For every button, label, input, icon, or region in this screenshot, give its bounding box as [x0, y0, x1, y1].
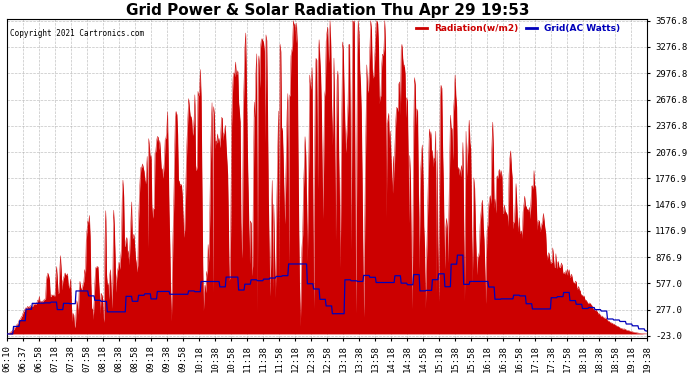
Title: Grid Power & Solar Radiation Thu Apr 29 19:53: Grid Power & Solar Radiation Thu Apr 29 …: [126, 3, 529, 18]
Legend: Radiation(w/m2), Grid(AC Watts): Radiation(w/m2), Grid(AC Watts): [413, 20, 624, 36]
Text: Copyright 2021 Cartronics.com: Copyright 2021 Cartronics.com: [10, 28, 145, 38]
